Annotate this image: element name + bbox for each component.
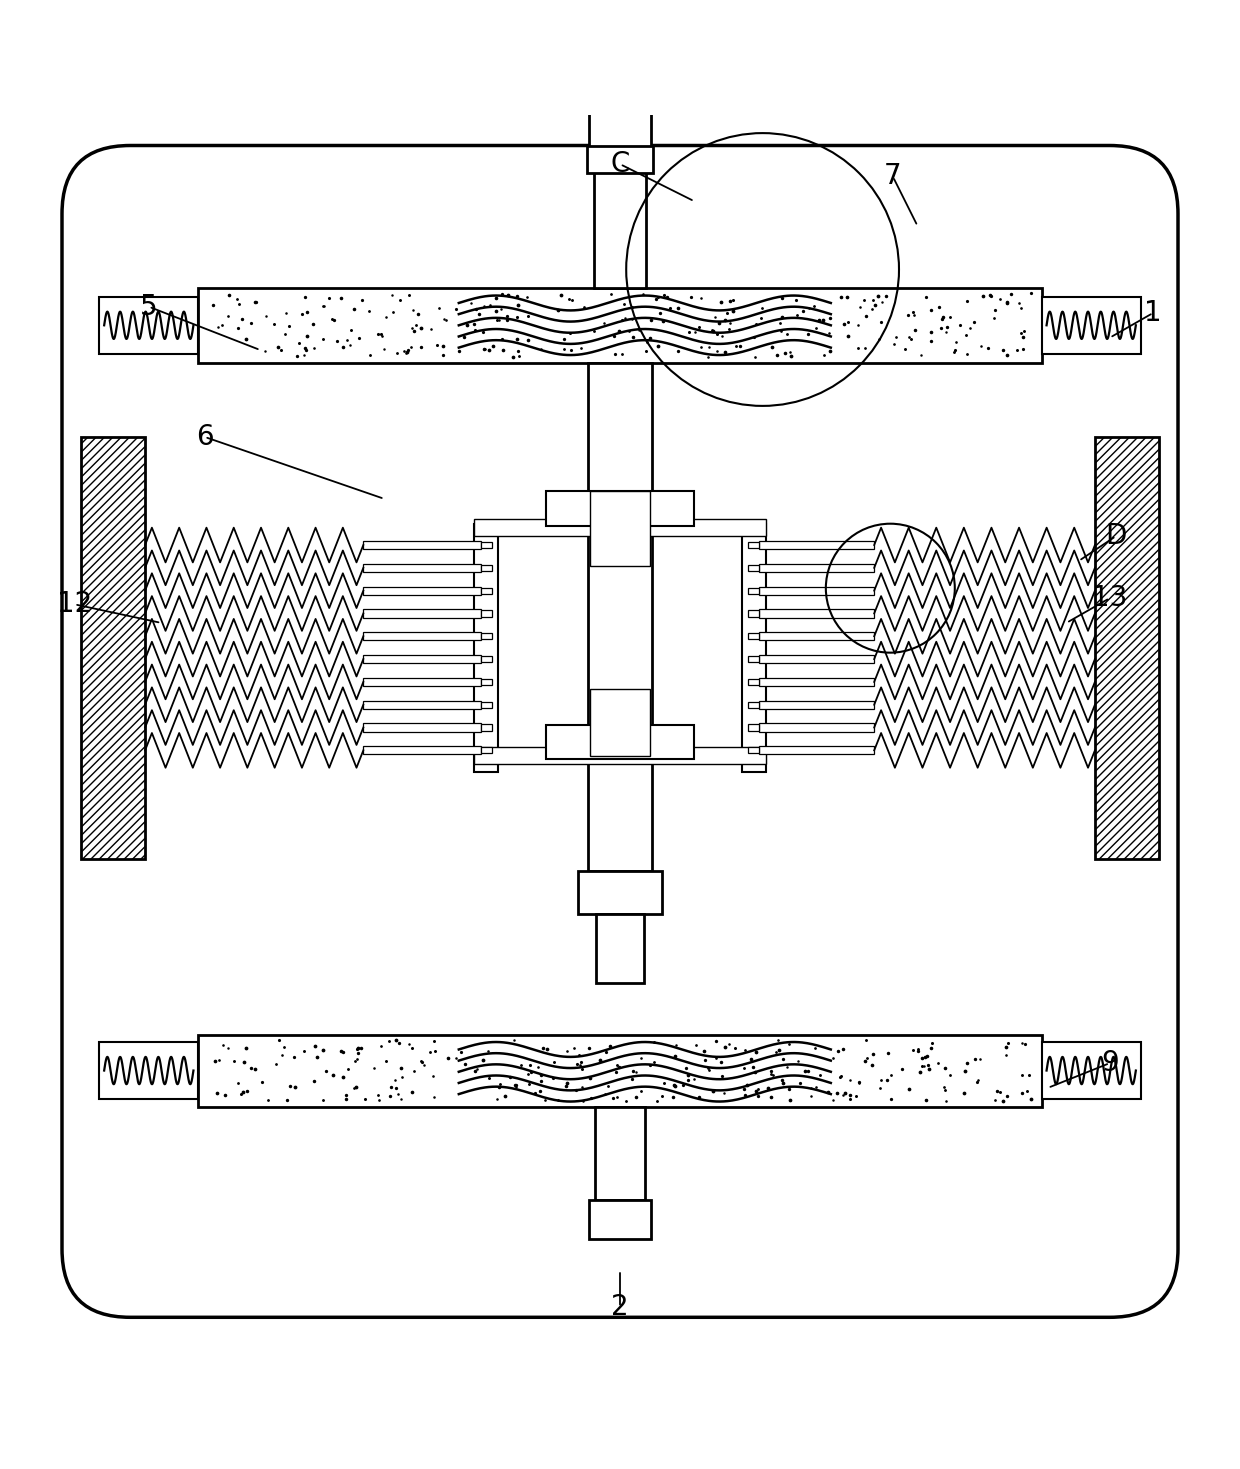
Bar xyxy=(198,1034,1042,1106)
Bar xyxy=(759,541,874,549)
FancyBboxPatch shape xyxy=(62,145,1178,1318)
Bar xyxy=(481,702,492,708)
Text: 9: 9 xyxy=(1101,1049,1118,1077)
Text: 7: 7 xyxy=(884,163,901,191)
Bar xyxy=(363,723,481,732)
Bar xyxy=(481,633,492,639)
Text: 6: 6 xyxy=(196,423,213,451)
Bar xyxy=(481,564,492,571)
Bar xyxy=(589,103,651,145)
Bar xyxy=(759,746,874,755)
Text: 13: 13 xyxy=(1092,585,1127,613)
Bar xyxy=(589,1200,651,1240)
Text: C: C xyxy=(610,150,630,178)
Bar xyxy=(748,679,759,685)
Bar xyxy=(546,724,694,759)
Bar xyxy=(474,746,766,764)
Bar xyxy=(596,914,644,983)
Bar xyxy=(759,723,874,732)
Bar xyxy=(481,748,492,754)
Bar xyxy=(588,526,652,759)
Bar xyxy=(759,655,874,663)
Bar xyxy=(481,679,492,685)
Bar xyxy=(81,436,145,858)
Bar xyxy=(481,657,492,663)
Bar xyxy=(759,564,874,571)
Bar xyxy=(759,586,874,595)
Text: 12: 12 xyxy=(57,591,92,618)
Bar xyxy=(1042,1042,1141,1099)
Bar xyxy=(759,677,874,686)
Bar xyxy=(594,145,646,288)
Bar xyxy=(748,542,759,548)
Bar xyxy=(1095,436,1159,858)
Bar xyxy=(363,541,481,549)
Bar xyxy=(1042,297,1141,354)
Text: 2: 2 xyxy=(611,1293,629,1322)
Bar xyxy=(481,611,492,617)
Bar xyxy=(198,288,1042,363)
Bar xyxy=(759,632,874,640)
Bar xyxy=(481,542,492,548)
Bar xyxy=(481,724,492,730)
Bar xyxy=(363,610,481,617)
Bar xyxy=(742,524,766,771)
Bar xyxy=(588,759,652,871)
Bar xyxy=(578,871,662,914)
Bar xyxy=(748,724,759,730)
Bar xyxy=(474,524,498,771)
Bar xyxy=(748,611,759,617)
Bar xyxy=(590,689,650,757)
Bar xyxy=(363,701,481,710)
Bar xyxy=(363,632,481,640)
Text: D: D xyxy=(1105,521,1127,549)
Bar xyxy=(481,588,492,593)
Bar xyxy=(748,702,759,708)
Bar xyxy=(748,564,759,571)
Bar xyxy=(363,746,481,755)
Bar xyxy=(748,633,759,639)
Bar xyxy=(759,701,874,710)
Bar xyxy=(595,1106,645,1200)
Bar xyxy=(99,297,198,354)
Bar xyxy=(748,588,759,593)
Bar xyxy=(474,519,766,536)
Bar xyxy=(546,492,694,526)
Bar xyxy=(748,748,759,754)
Bar xyxy=(363,655,481,663)
Bar xyxy=(363,586,481,595)
Bar xyxy=(587,145,653,173)
Text: 1: 1 xyxy=(1145,298,1162,328)
Bar xyxy=(588,363,652,511)
Bar xyxy=(363,677,481,686)
Bar xyxy=(363,564,481,571)
Bar xyxy=(759,610,874,617)
Text: 5: 5 xyxy=(140,292,157,320)
Bar xyxy=(748,657,759,663)
Bar xyxy=(590,492,650,566)
Bar xyxy=(99,1042,198,1099)
